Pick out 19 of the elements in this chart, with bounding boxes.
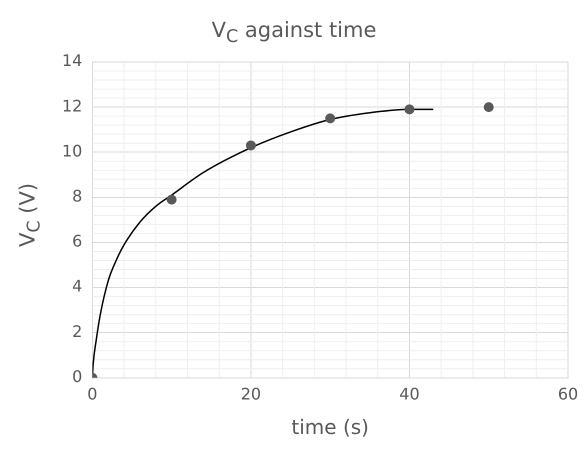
y-tick-label: 12 bbox=[62, 96, 82, 116]
x-tick-label: 20 bbox=[240, 384, 262, 404]
x-tick-label: 40 bbox=[399, 384, 420, 404]
point bbox=[484, 102, 494, 112]
y-tick-label: 0 bbox=[72, 366, 82, 386]
point bbox=[166, 194, 177, 205]
point bbox=[325, 113, 336, 124]
y-tick-label: 10 bbox=[62, 141, 82, 160]
y-tick-label: 6 bbox=[72, 232, 82, 251]
x-tick-label: 0 bbox=[87, 384, 98, 404]
point bbox=[404, 104, 414, 114]
y-tick-label: 2 bbox=[72, 322, 82, 341]
y-tick-label: 14 bbox=[62, 51, 82, 70]
y-tick-label: 8 bbox=[72, 186, 82, 206]
y-tick-label: 4 bbox=[72, 276, 82, 296]
chart-title: V$_{C}$ against time bbox=[210, 18, 378, 48]
x-tick-label: 60 bbox=[558, 384, 578, 404]
point bbox=[246, 140, 256, 150]
x-axis-title: time (s) bbox=[291, 415, 369, 440]
